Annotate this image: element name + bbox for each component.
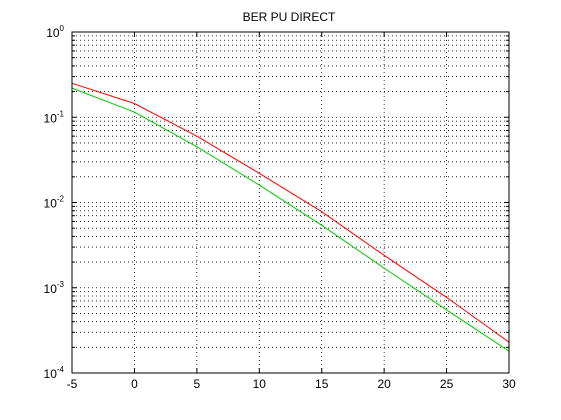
y-tick-label-exponent: 0: [60, 24, 65, 33]
x-tick-label: 10: [253, 377, 267, 391]
y-tick-label-exponent: -2: [57, 195, 65, 204]
series-line-1: [71, 82, 510, 343]
x-tick-label: 25: [440, 377, 454, 391]
x-tick-label: 0: [131, 377, 138, 391]
y-tick-label-base: 10: [44, 367, 58, 381]
y-tick-label: 10-2: [44, 195, 65, 211]
y-tick-label-exponent: -4: [57, 365, 65, 374]
series-line-2: [71, 87, 510, 352]
y-tick-label-base: 10: [46, 26, 60, 40]
grid: [72, 32, 509, 373]
x-tick-label: 20: [377, 377, 391, 391]
y-tick-label: 100: [46, 24, 64, 40]
x-tick-label: 15: [315, 377, 329, 391]
y-tick-label-base: 10: [44, 111, 58, 125]
y-tick-label: 10-1: [44, 109, 65, 125]
y-tick-label-base: 10: [44, 197, 58, 211]
y-tick-label-base: 10: [44, 282, 58, 296]
y-tick-label: 10-4: [44, 365, 65, 381]
x-tick-label: 30: [502, 377, 516, 391]
y-tick-label-exponent: -3: [57, 280, 65, 289]
axis-ticks: [71, 32, 510, 373]
x-tick-label: -5: [67, 377, 78, 391]
x-tick-label: 5: [194, 377, 201, 391]
series-lines: [71, 82, 510, 352]
chart-title: BER PU DIRECT: [243, 10, 336, 24]
y-tick-label-exponent: -1: [57, 109, 65, 118]
y-tick-label: 10-3: [44, 280, 65, 296]
x-axis-tick-labels: -5 0 5 10 15 20 25 30: [67, 377, 516, 391]
